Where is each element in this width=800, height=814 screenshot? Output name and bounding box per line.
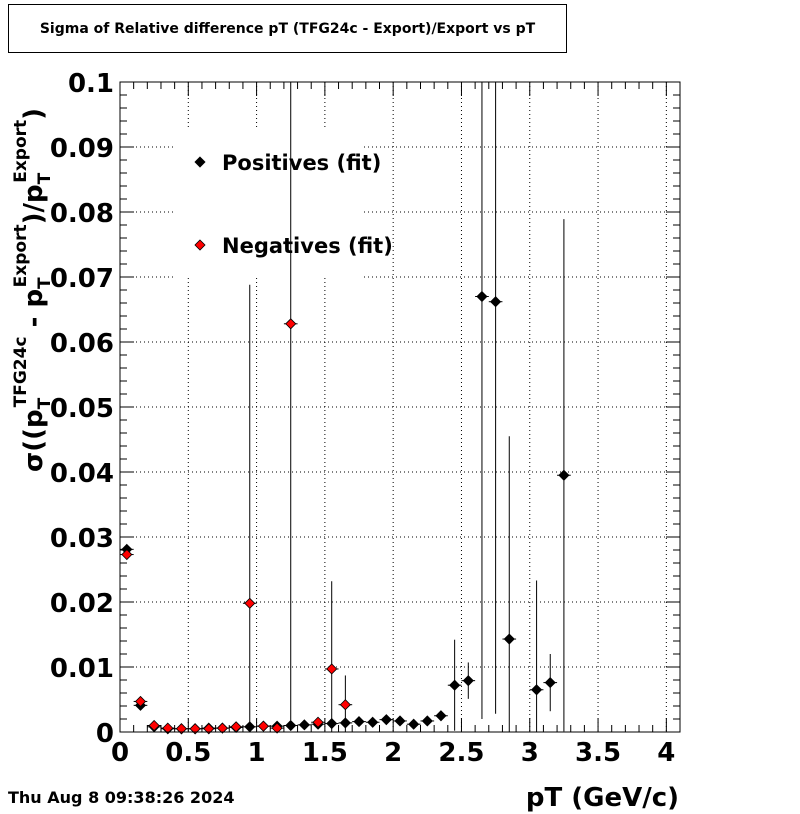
- negatives-point: [134, 695, 147, 708]
- chart-title-box: Sigma of Relative difference pT (TFG24c …: [8, 4, 567, 53]
- x-tick-label: 3.5: [575, 738, 621, 768]
- legend-label: Negatives (fit): [222, 234, 393, 258]
- y-tick-label: 0.09: [50, 134, 114, 164]
- chart-title: Sigma of Relative difference pT (TFG24c …: [39, 20, 536, 37]
- y-tick-label: 0.01: [50, 654, 114, 684]
- y-tick-label: 0.1: [68, 69, 114, 99]
- positives-point: [462, 675, 474, 687]
- x-tick-label: 0.5: [165, 738, 211, 768]
- y-tick-label: 0.02: [50, 589, 114, 619]
- positives-point: [285, 719, 297, 732]
- negatives-point: [257, 720, 269, 732]
- tick-labels: 0 0.5 1 1.5 2 2.5 3 3.5 4 0 0.01 0.02 0.03 0.04 0.05 0.…: [50, 69, 676, 768]
- negatives-point: [216, 722, 229, 734]
- positives-point: [298, 719, 310, 731]
- y-tick-label: 0.05: [50, 394, 114, 424]
- y-tick-label: 0.04: [50, 459, 114, 489]
- positives-point: [408, 718, 420, 730]
- negatives-point: [121, 548, 133, 561]
- negatives-point: [162, 722, 174, 734]
- y-tick-label: 0.07: [50, 264, 114, 294]
- negatives-point: [148, 719, 160, 732]
- y-title-part: - p: [19, 289, 49, 337]
- y-title-part: σ((p: [19, 409, 49, 472]
- negatives-point: [203, 723, 215, 735]
- positives-point: [544, 677, 556, 689]
- legend: Positives (fit) Negatives (fit): [194, 151, 393, 258]
- negatives-point: [230, 721, 242, 733]
- negatives-point: [312, 716, 324, 728]
- x-tick-label: 1: [248, 738, 266, 768]
- y-title-sup: TFG24c: [11, 336, 31, 407]
- legend-marker: [194, 156, 206, 168]
- negatives-point: [326, 663, 338, 675]
- x-tick-label: 4: [657, 738, 675, 768]
- x-axis-title: pT (GeV/c): [526, 783, 679, 813]
- negatives-point: [189, 723, 201, 735]
- positives-point: [531, 684, 543, 696]
- x-tick-label: 0: [111, 738, 129, 768]
- legend-marker: [194, 239, 206, 251]
- y-title-part: )/p: [19, 184, 49, 224]
- legend-box: [175, 128, 361, 278]
- x-tick-label: 1.5: [302, 738, 348, 768]
- positives-point: [490, 296, 502, 308]
- positives-point: [339, 717, 351, 729]
- positives-point: [367, 716, 379, 728]
- x-tick-label: 2.5: [438, 738, 484, 768]
- timestamp: Thu Aug 8 09:38:26 2024: [8, 788, 235, 807]
- positives-point: [394, 715, 406, 727]
- y-axis-title: σ((pTTFG24c - pTExport)/pTExport): [11, 108, 55, 472]
- positives-point: [503, 633, 515, 645]
- x-tick-label: 3: [521, 738, 539, 768]
- data-markers: [121, 290, 570, 735]
- negatives-point: [244, 597, 256, 609]
- y-tick-label: 0.08: [50, 199, 114, 229]
- negatives-point: [271, 722, 283, 734]
- negatives-point: [285, 318, 297, 330]
- positives-point: [476, 290, 488, 303]
- positives-point: [326, 717, 338, 730]
- positives-point: [449, 679, 461, 691]
- negatives-point: [175, 723, 188, 735]
- plot-frame: [119, 81, 681, 733]
- y-title-sup: Export: [11, 224, 31, 287]
- y-title-sup: Export: [11, 120, 31, 183]
- positives-point: [421, 715, 433, 727]
- y-tick-label: 0: [96, 719, 114, 749]
- legend-background: [175, 128, 361, 278]
- y-title-sub: T: [35, 277, 55, 289]
- positives-point: [353, 716, 365, 728]
- positives-point: [244, 721, 256, 733]
- y-title-sub: T: [35, 397, 55, 409]
- y-title-part: ): [19, 108, 49, 120]
- x-tick-label: 2: [384, 738, 402, 768]
- y-tick-label: 0.06: [50, 329, 114, 359]
- negatives-point: [339, 699, 351, 711]
- positives-point: [558, 469, 570, 481]
- y-tick-label: 0.03: [50, 524, 114, 554]
- svg-text:σ((pTTFG24c - pTExport)/pTExpo: σ((pTTFG24c - pTExport)/pTExport): [11, 108, 55, 472]
- legend-label: Positives (fit): [222, 151, 381, 175]
- y-title-sub: T: [35, 172, 55, 184]
- positives-point: [380, 714, 392, 726]
- positives-point: [435, 710, 447, 722]
